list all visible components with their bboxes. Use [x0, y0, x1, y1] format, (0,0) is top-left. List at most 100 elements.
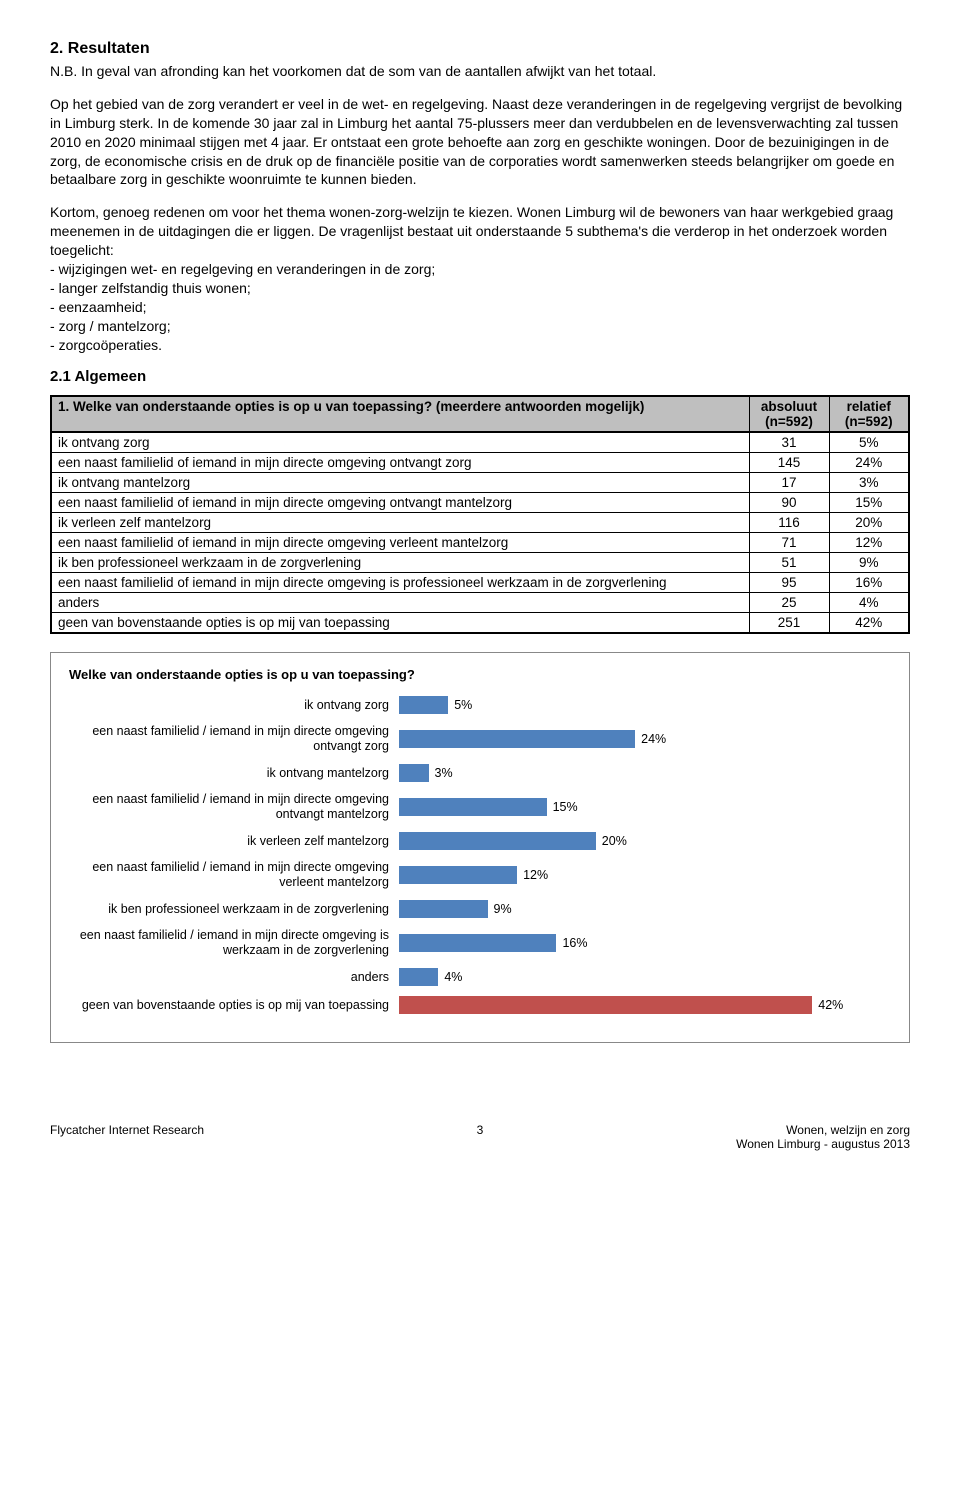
- chart-row-label: een naast familielid / iemand in mijn di…: [69, 724, 399, 754]
- chart-bar: [399, 730, 635, 748]
- chart-bar: [399, 900, 488, 918]
- table-row: een naast familielid of iemand in mijn d…: [51, 573, 909, 593]
- results-table: 1. Welke van onderstaande opties is op u…: [50, 395, 910, 634]
- chart-value: 42%: [818, 998, 843, 1012]
- row-abs: 95: [749, 573, 829, 593]
- chart-value: 3%: [435, 766, 453, 780]
- chart-bar: [399, 934, 556, 952]
- chart-title: Welke van onderstaande opties is op u va…: [69, 667, 891, 682]
- list-item: zorgcoöperaties.: [50, 336, 910, 355]
- row-abs: 116: [749, 513, 829, 533]
- footer-right-2: Wonen Limburg - augustus 2013: [736, 1137, 910, 1151]
- row-abs: 31: [749, 432, 829, 453]
- row-label: ik ontvang zorg: [51, 432, 749, 453]
- subtheme-list: wijzigingen wet- en regelgeving en veran…: [50, 260, 910, 354]
- row-rel: 5%: [829, 432, 909, 453]
- chart-row-label: ik verleen zelf mantelzorg: [69, 834, 399, 849]
- table-col-relatief: relatief (n=592): [829, 396, 909, 432]
- chart-row-label: een naast familielid / iemand in mijn di…: [69, 860, 399, 890]
- row-rel: 12%: [829, 533, 909, 553]
- table-question-header: 1. Welke van onderstaande opties is op u…: [51, 396, 749, 432]
- row-label: ik verleen zelf mantelzorg: [51, 513, 749, 533]
- chart-row-label: anders: [69, 970, 399, 985]
- bar-chart: Welke van onderstaande opties is op u va…: [50, 652, 910, 1043]
- chart-bar: [399, 764, 429, 782]
- row-abs: 145: [749, 453, 829, 473]
- chart-row: een naast familielid / iemand in mijn di…: [69, 860, 891, 890]
- chart-value: 5%: [454, 698, 472, 712]
- table-row: ik ben professioneel werkzaam in de zorg…: [51, 553, 909, 573]
- row-rel: 20%: [829, 513, 909, 533]
- chart-bar: [399, 798, 547, 816]
- chart-value: 4%: [444, 970, 462, 984]
- nb-note: N.B. In geval van afronding kan het voor…: [50, 62, 910, 81]
- list-item: zorg / mantelzorg;: [50, 317, 910, 336]
- row-abs: 90: [749, 493, 829, 513]
- page-footer: Flycatcher Internet Research 3 Wonen, we…: [50, 1123, 910, 1151]
- list-item: wijzigingen wet- en regelgeving en veran…: [50, 260, 910, 279]
- row-abs: 25: [749, 593, 829, 613]
- row-label: een naast familielid of iemand in mijn d…: [51, 493, 749, 513]
- chart-value: 12%: [523, 868, 548, 882]
- row-rel: 9%: [829, 553, 909, 573]
- row-abs: 51: [749, 553, 829, 573]
- chart-row-label: ik ontvang zorg: [69, 698, 399, 713]
- chart-row-label: ik ben professioneel werkzaam in de zorg…: [69, 902, 399, 917]
- table-row: ik ontvang zorg315%: [51, 432, 909, 453]
- table-row: geen van bovenstaande opties is op mij v…: [51, 613, 909, 634]
- chart-row-label: een naast familielid / iemand in mijn di…: [69, 928, 399, 958]
- chart-bar: [399, 832, 596, 850]
- chart-bar: [399, 996, 812, 1014]
- row-rel: 16%: [829, 573, 909, 593]
- chart-bar: [399, 968, 438, 986]
- chart-value: 9%: [494, 902, 512, 916]
- chart-value: 15%: [553, 800, 578, 814]
- table-row: een naast familielid of iemand in mijn d…: [51, 533, 909, 553]
- row-abs: 17: [749, 473, 829, 493]
- chart-row: een naast familielid / iemand in mijn di…: [69, 928, 891, 958]
- footer-page-number: 3: [50, 1123, 910, 1137]
- chart-row-label: geen van bovenstaande opties is op mij v…: [69, 998, 399, 1013]
- row-label: anders: [51, 593, 749, 613]
- chart-row: anders 4%: [69, 968, 891, 986]
- section-title: 2. Resultaten: [50, 40, 910, 58]
- row-label: een naast familielid of iemand in mijn d…: [51, 573, 749, 593]
- row-label: een naast familielid of iemand in mijn d…: [51, 533, 749, 553]
- row-rel: 15%: [829, 493, 909, 513]
- table-row: anders254%: [51, 593, 909, 613]
- row-rel: 4%: [829, 593, 909, 613]
- chart-row: ik ontvang mantelzorg 3%: [69, 764, 891, 782]
- chart-value: 24%: [641, 732, 666, 746]
- row-label: ik ben professioneel werkzaam in de zorg…: [51, 553, 749, 573]
- list-item: langer zelfstandig thuis wonen;: [50, 279, 910, 298]
- chart-bar: [399, 866, 517, 884]
- paragraph-2-intro: Kortom, genoeg redenen om voor het thema…: [50, 203, 910, 260]
- table-row: ik ontvang mantelzorg173%: [51, 473, 909, 493]
- chart-row-label: een naast familielid / iemand in mijn di…: [69, 792, 399, 822]
- row-abs: 251: [749, 613, 829, 634]
- row-label: geen van bovenstaande opties is op mij v…: [51, 613, 749, 634]
- row-rel: 3%: [829, 473, 909, 493]
- paragraph-1: Op het gebied van de zorg verandert er v…: [50, 95, 910, 189]
- chart-value: 16%: [562, 936, 587, 950]
- table-row: een naast familielid of iemand in mijn d…: [51, 493, 909, 513]
- chart-row: een naast familielid / iemand in mijn di…: [69, 724, 891, 754]
- table-row: een naast familielid of iemand in mijn d…: [51, 453, 909, 473]
- chart-bar: [399, 696, 448, 714]
- row-label: een naast familielid of iemand in mijn d…: [51, 453, 749, 473]
- chart-row: een naast familielid / iemand in mijn di…: [69, 792, 891, 822]
- chart-value: 20%: [602, 834, 627, 848]
- subsection-title: 2.1 Algemeen: [50, 368, 910, 385]
- chart-row: ik ben professioneel werkzaam in de zorg…: [69, 900, 891, 918]
- list-item: eenzaamheid;: [50, 298, 910, 317]
- row-abs: 71: [749, 533, 829, 553]
- chart-row-label: ik ontvang mantelzorg: [69, 766, 399, 781]
- chart-row: ik verleen zelf mantelzorg 20%: [69, 832, 891, 850]
- row-rel: 24%: [829, 453, 909, 473]
- chart-row: ik ontvang zorg 5%: [69, 696, 891, 714]
- table-col-absoluut: absoluut (n=592): [749, 396, 829, 432]
- row-label: ik ontvang mantelzorg: [51, 473, 749, 493]
- chart-row: geen van bovenstaande opties is op mij v…: [69, 996, 891, 1014]
- table-row: ik verleen zelf mantelzorg11620%: [51, 513, 909, 533]
- row-rel: 42%: [829, 613, 909, 634]
